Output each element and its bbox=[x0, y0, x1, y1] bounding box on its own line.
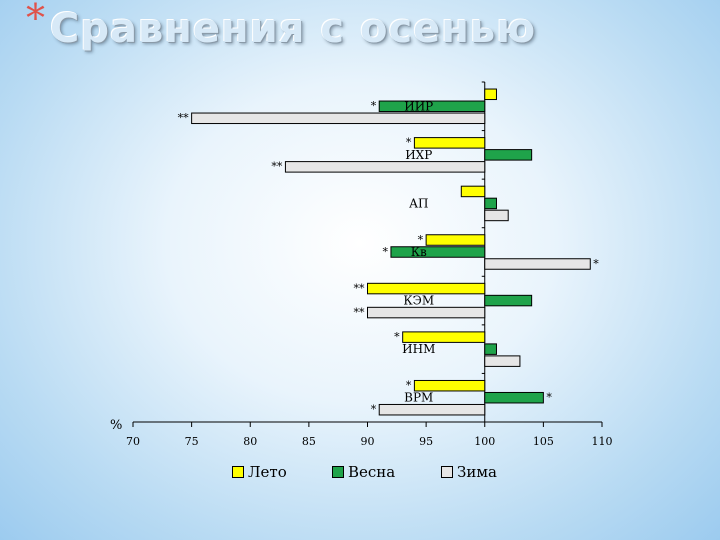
x-tick-label: 85 bbox=[302, 435, 316, 448]
significance-mark: ** bbox=[354, 282, 366, 295]
bar-1-2 bbox=[484, 197, 497, 210]
slide-title: Сравнения с осенью bbox=[50, 6, 537, 52]
significance-mark: ** bbox=[354, 306, 366, 319]
x-tick-label: 80 bbox=[243, 435, 257, 448]
category-label: КЭМ bbox=[403, 294, 434, 308]
bar-2-4 bbox=[367, 306, 486, 319]
category-label: ВРМ bbox=[404, 391, 433, 405]
bar-0-5 bbox=[402, 331, 486, 343]
bar-0-6 bbox=[413, 379, 486, 392]
bar-1-6 bbox=[484, 391, 544, 404]
bar-2-5 bbox=[484, 355, 521, 367]
significance-mark: * bbox=[418, 233, 424, 246]
legend-label-winter: Зима bbox=[457, 463, 497, 481]
legend-label-summer: Лето bbox=[248, 463, 287, 481]
bar-0-0 bbox=[484, 88, 497, 101]
bar-0-1 bbox=[413, 137, 486, 149]
significance-mark: * bbox=[406, 136, 412, 149]
legend-item-summer: Лето bbox=[232, 463, 287, 481]
significance-mark: ** bbox=[178, 112, 190, 125]
legend-swatch-summer bbox=[232, 466, 244, 478]
significance-mark: * bbox=[546, 391, 552, 404]
bar-0-4 bbox=[367, 282, 486, 295]
category-label: ИИР bbox=[404, 99, 433, 113]
category-label: ИНМ bbox=[402, 342, 435, 356]
bar-1-3 bbox=[390, 246, 486, 258]
bar-1-5 bbox=[484, 343, 497, 355]
axis-unit-label: % bbox=[110, 418, 122, 433]
legend-item-spring: Весна bbox=[332, 463, 395, 481]
significance-mark: * bbox=[593, 257, 599, 270]
x-tick-label: 105 bbox=[533, 435, 554, 448]
bar-1-4 bbox=[484, 294, 533, 307]
bar-2-1 bbox=[284, 161, 486, 173]
x-tick-label: 95 bbox=[419, 435, 433, 448]
x-tick-label: 70 bbox=[126, 435, 140, 448]
bar-0-3 bbox=[425, 234, 486, 246]
significance-mark: * bbox=[406, 379, 412, 392]
significance-mark: * bbox=[382, 245, 388, 258]
x-tick-label: 90 bbox=[361, 435, 375, 448]
significance-mark: * bbox=[371, 403, 377, 416]
bar-1-1 bbox=[484, 149, 533, 161]
bar-2-0 bbox=[191, 112, 486, 125]
title-marker: * bbox=[26, 0, 45, 40]
bar-0-2 bbox=[460, 185, 486, 198]
category-label: Кв bbox=[411, 245, 427, 259]
significance-mark: ** bbox=[271, 160, 283, 173]
significance-mark: * bbox=[394, 330, 400, 343]
legend-item-winter: Зима bbox=[441, 463, 497, 481]
legend-swatch-spring bbox=[332, 466, 344, 478]
chart-legend: Лето Весна Зима bbox=[0, 463, 720, 487]
bar-2-6 bbox=[378, 403, 486, 416]
legend-swatch-winter bbox=[441, 466, 453, 478]
bar-2-3 bbox=[484, 258, 591, 270]
bar-1-0 bbox=[378, 100, 486, 113]
legend-label-spring: Весна bbox=[348, 463, 396, 481]
x-tick-label: 75 bbox=[185, 435, 199, 448]
category-label: ИХР bbox=[405, 148, 432, 162]
category-label: АП bbox=[409, 196, 429, 210]
bar-2-2 bbox=[484, 209, 509, 222]
x-tick-label: 110 bbox=[592, 435, 613, 448]
x-tick-label: 100 bbox=[474, 435, 495, 448]
significance-mark: * bbox=[371, 100, 377, 113]
